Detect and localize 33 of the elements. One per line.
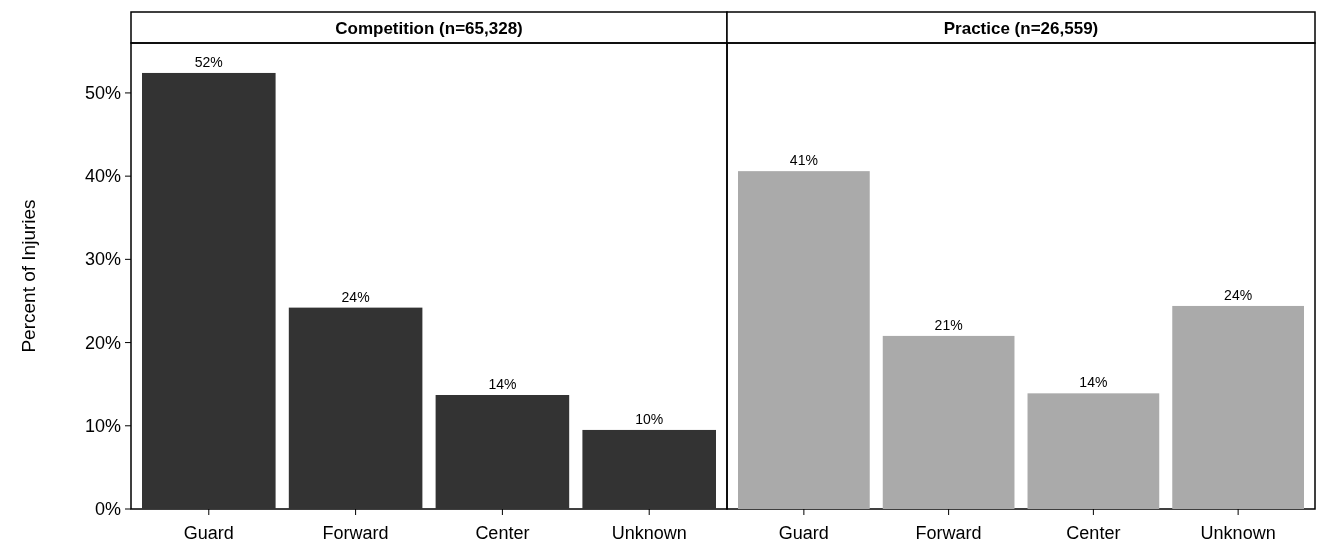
bar xyxy=(435,395,570,509)
y-tick-label: 40% xyxy=(84,166,121,187)
chart-title: Competition (n=65,328) xyxy=(335,19,523,38)
data-label: 21% xyxy=(934,316,963,333)
data-label: 41% xyxy=(789,152,818,169)
x-tick-label: Forward xyxy=(322,523,389,543)
data-label: 24% xyxy=(341,288,370,305)
y-tick-label: 30% xyxy=(84,249,121,270)
bar xyxy=(1172,305,1304,509)
y-tick-label: 10% xyxy=(84,415,121,436)
x-tick-label: Center xyxy=(475,523,530,543)
bar xyxy=(582,429,716,509)
bar xyxy=(1027,393,1160,509)
data-label: 52% xyxy=(194,53,223,70)
y-axis-title: Percent of Injuries xyxy=(18,199,39,353)
bar xyxy=(738,171,870,509)
x-tick-label: Forward xyxy=(915,523,982,543)
x-tick-label: Unknown xyxy=(611,523,687,543)
x-tick-label: Guard xyxy=(183,523,234,543)
x-tick-label: Unknown xyxy=(1200,523,1276,543)
y-tick-label: 0% xyxy=(94,499,121,519)
y-tick-label: 20% xyxy=(84,332,121,353)
bar xyxy=(142,72,276,509)
chart-title: Practice (n=26,559) xyxy=(943,19,1099,38)
x-tick-label: Center xyxy=(1066,523,1121,543)
data-label: 14% xyxy=(488,376,517,392)
y-tick-label: 50% xyxy=(84,82,121,103)
x-tick-label: Guard xyxy=(778,523,829,543)
data-label: 24% xyxy=(1224,286,1253,303)
bar xyxy=(882,335,1015,509)
data-label: 10% xyxy=(635,410,664,427)
bar xyxy=(288,307,423,509)
data-label: 14% xyxy=(1079,374,1108,391)
